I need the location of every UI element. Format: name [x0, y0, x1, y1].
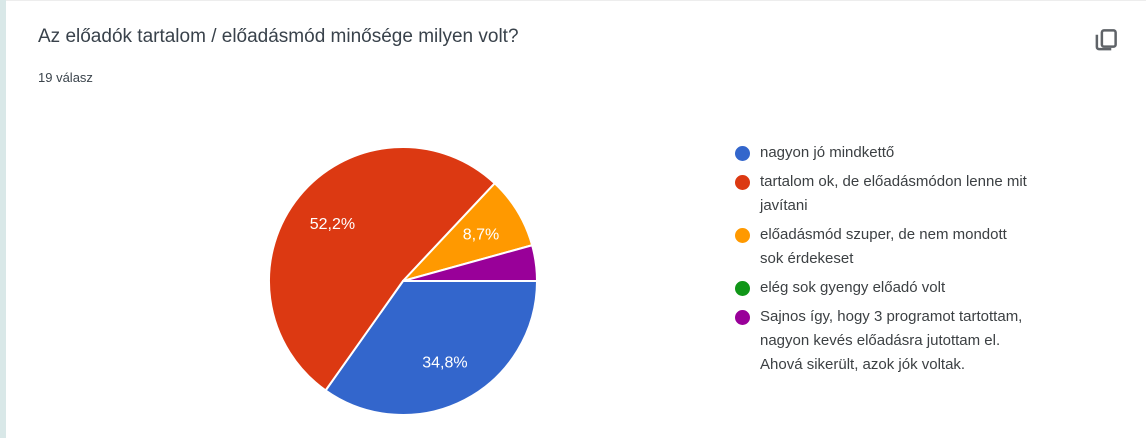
- legend-dot: [735, 146, 750, 161]
- legend-label: nagyon jó mindkettő: [760, 144, 895, 161]
- legend-label: előadásmód szuper, de nem mondott sok ér…: [760, 226, 1007, 267]
- legend-item: nagyon jó mindkettő: [735, 141, 1137, 165]
- pie-percent-label: 34,8%: [422, 354, 467, 371]
- pie-slice[interactable]: [324, 280, 538, 416]
- card-top-border: [6, 0, 1146, 1]
- legend-dot: [735, 281, 750, 296]
- copy-chart-button[interactable]: [1086, 22, 1124, 60]
- pie-percent-label: 52,2%: [310, 216, 355, 233]
- chart-legend: nagyon jó mindkettő tartalom ok, de előa…: [735, 141, 1137, 377]
- legend-label: tartalom ok, de előadásmódon lenne mit j…: [760, 173, 1027, 214]
- legend-dot: [735, 310, 750, 325]
- legend-item: elég sok gyengy előadó volt: [735, 276, 1137, 300]
- legend-item: tartalom ok, de előadásmódon lenne mit j…: [735, 170, 1137, 218]
- page-edge-strip: [0, 0, 6, 438]
- legend-label: elég sok gyengy előadó volt: [760, 279, 946, 296]
- legend-item: előadásmód szuper, de nem mondott sok ér…: [735, 223, 1137, 271]
- pie-slice[interactable]: [268, 146, 496, 392]
- legend-dot: [735, 228, 750, 243]
- legend-dot: [735, 175, 750, 190]
- page-title: Az előadók tartalom / előadásmód minőség…: [38, 26, 519, 47]
- pie-percent-label: 8,7%: [463, 226, 499, 243]
- legend-label: Sajnos így, hogy 3 programot tartottam, …: [760, 308, 1023, 373]
- pie-chart: 34,8% 52,2% 8,7%: [268, 146, 538, 416]
- pie-slice[interactable]: [402, 244, 538, 282]
- response-count: 19 válasz: [38, 70, 93, 85]
- legend-item: Sajnos így, hogy 3 programot tartottam, …: [735, 305, 1137, 377]
- copy-icon: [1090, 26, 1120, 56]
